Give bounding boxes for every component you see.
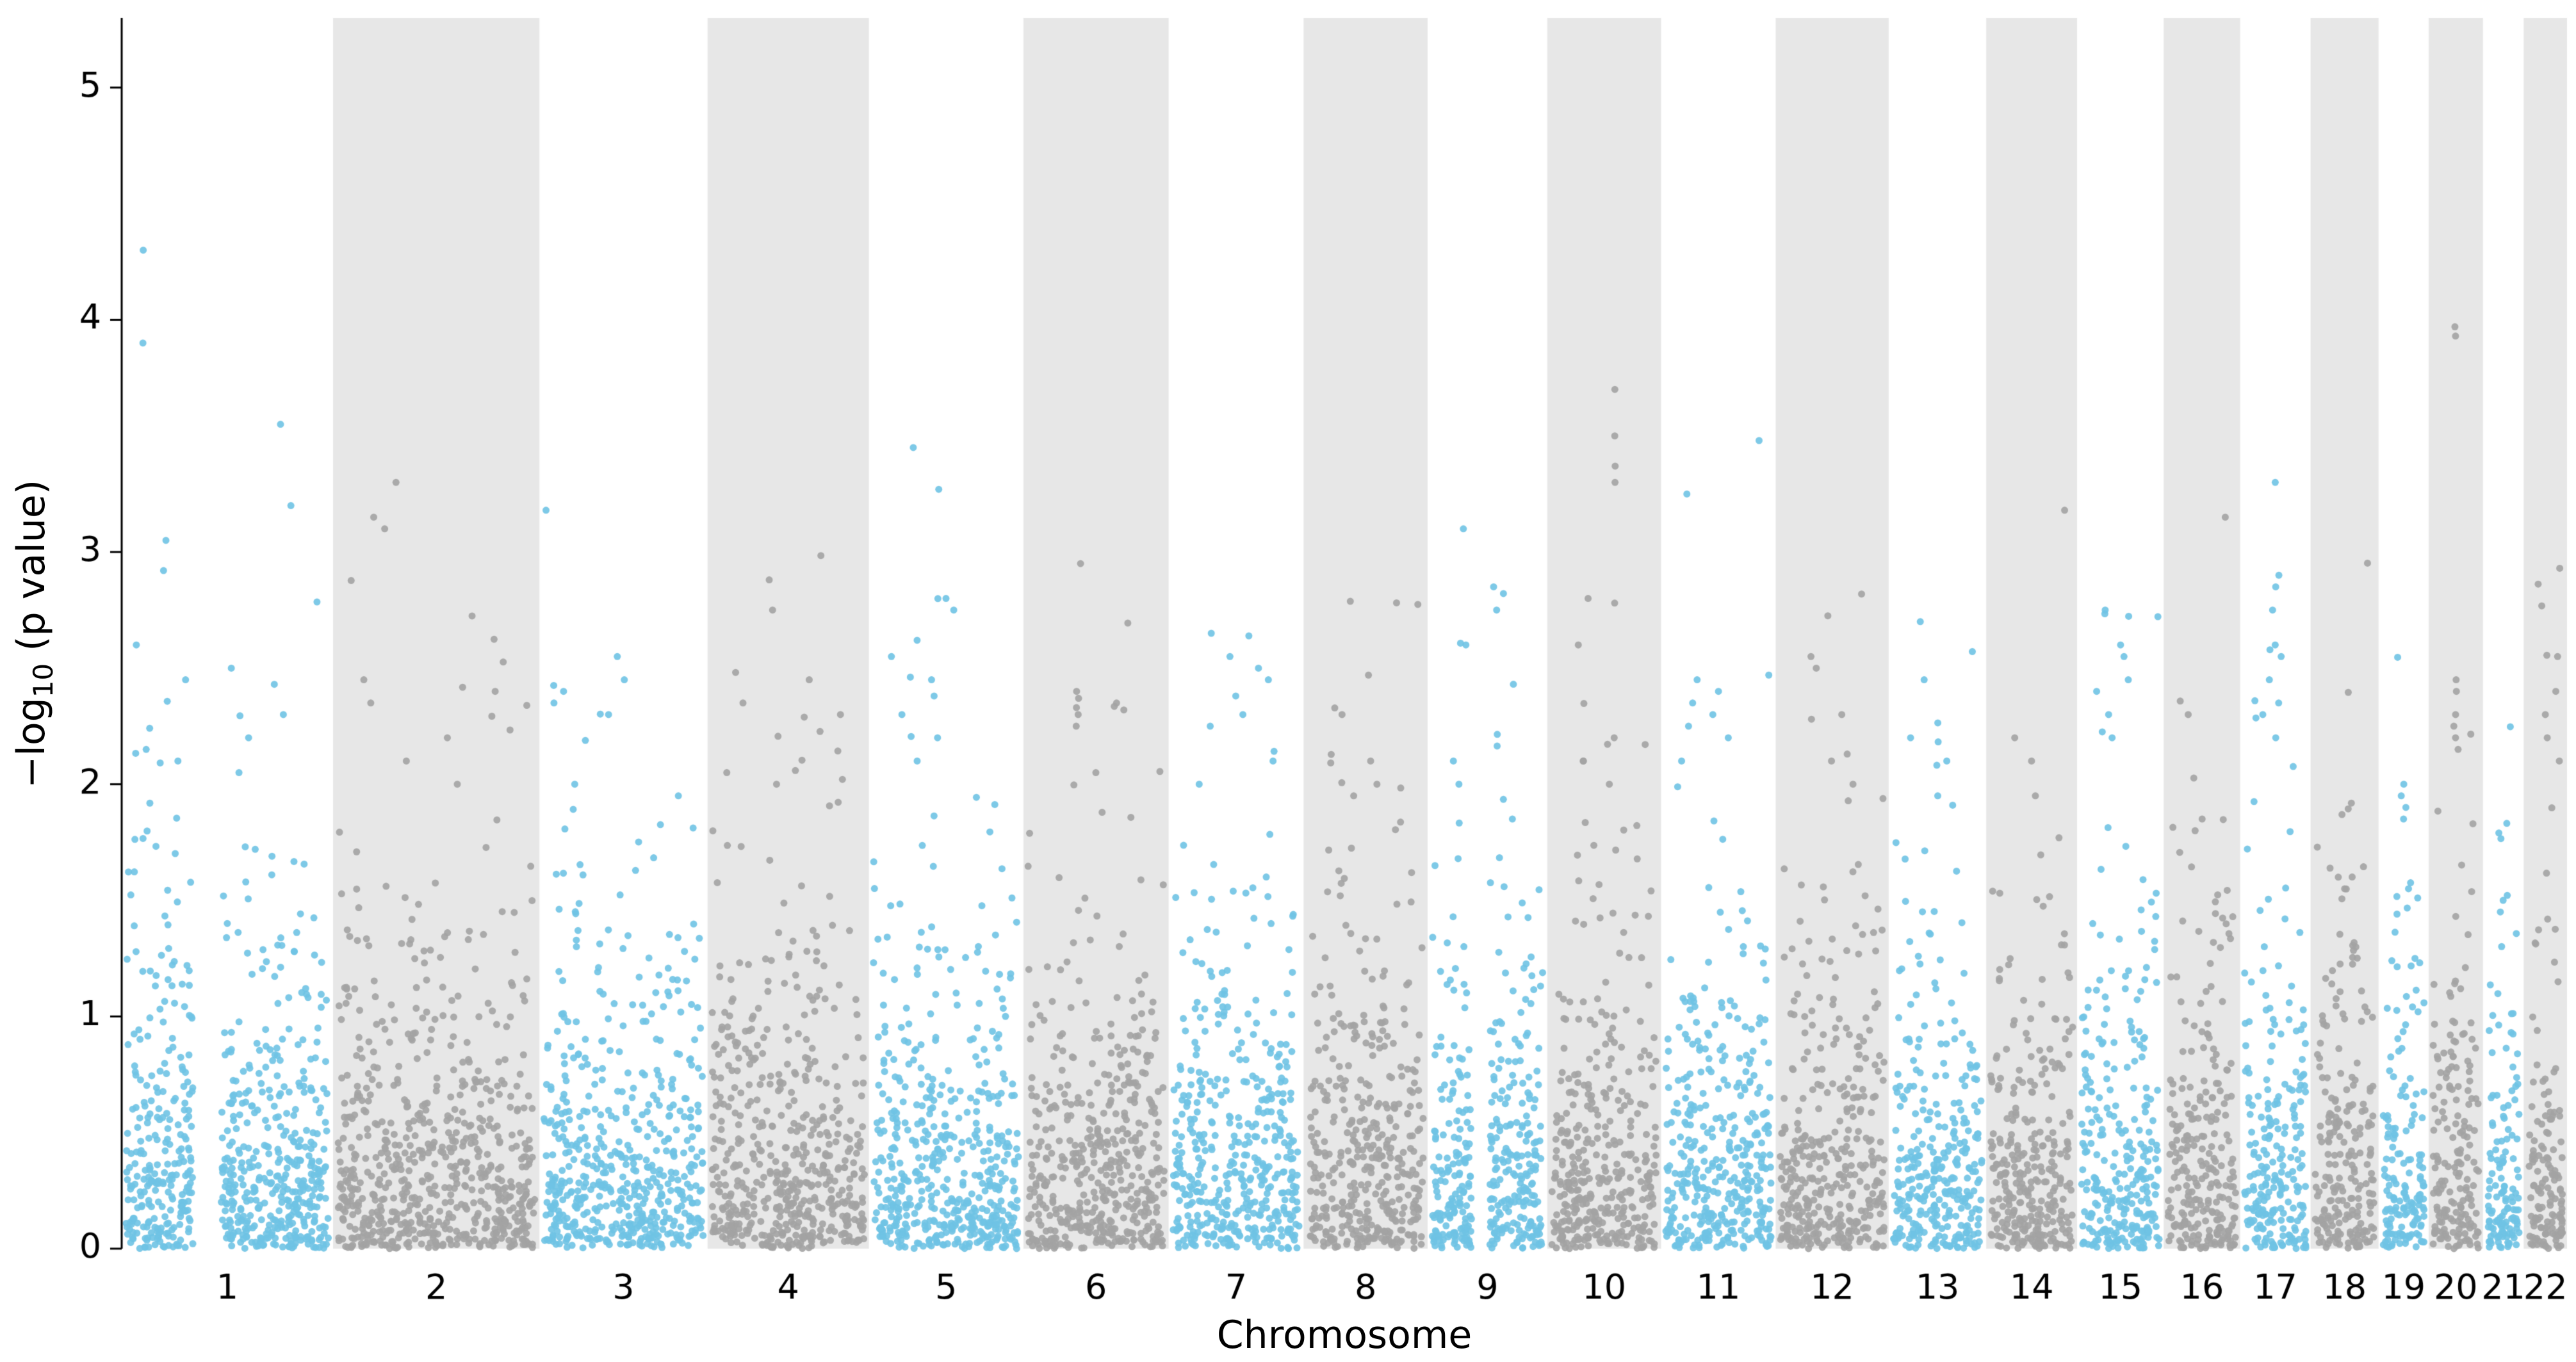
y-axis-label: −log10 (p value)	[9, 480, 59, 788]
y-axis-label-subscript: 10	[28, 663, 59, 698]
y-axis-label-suffix: (p value)	[9, 479, 54, 663]
y-axis-label-prefix: −log	[9, 697, 54, 789]
x-axis-label: Chromosome	[1216, 1313, 1472, 1358]
